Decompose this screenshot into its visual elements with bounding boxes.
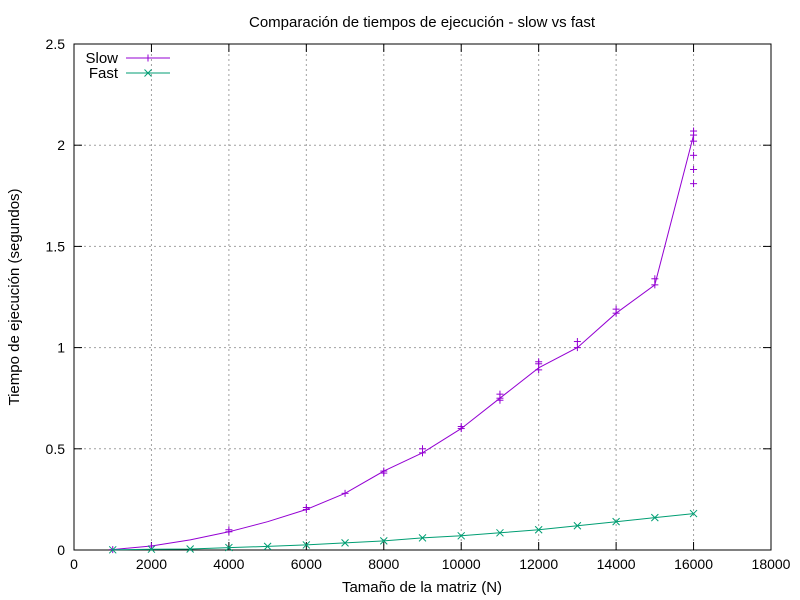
chart-title: Comparación de tiempos de ejecución - sl… — [249, 14, 596, 31]
data-point-fast — [534, 525, 543, 534]
data-point-slow — [380, 467, 388, 475]
data-point-slow — [573, 338, 581, 346]
data-point-slow — [573, 344, 581, 352]
data-point-slow — [302, 503, 310, 511]
legend-label-slow: Slow — [85, 50, 118, 67]
data-point-slow — [225, 526, 233, 534]
data-point-fast — [689, 509, 698, 518]
data-point-slow — [612, 305, 620, 313]
legend: Slow Fast — [85, 50, 170, 82]
x-tick-label: 12000 — [519, 556, 558, 572]
data-point-fast — [457, 531, 466, 540]
y-tick-label: 1 — [57, 340, 65, 356]
data-point-slow — [690, 180, 698, 188]
data-point-fast — [379, 537, 388, 545]
data-point-slow — [457, 423, 465, 431]
x-tick-label: 2000 — [136, 556, 167, 572]
data-point-slow — [535, 366, 543, 374]
data-point-fast — [612, 517, 620, 526]
data-point-fast — [186, 545, 195, 553]
data-point-fast — [147, 545, 156, 554]
data-point-slow — [341, 489, 349, 497]
series-line-slow — [112, 134, 695, 551]
data-point-fast — [341, 539, 349, 547]
data-point-fast — [108, 545, 117, 554]
data-point-slow — [651, 281, 659, 289]
legend-marker-fast — [144, 69, 152, 77]
legend-marker-slow — [144, 54, 152, 62]
data-point-slow — [690, 165, 698, 173]
x-tick-label: 8000 — [368, 556, 399, 572]
y-tick-label: 2.5 — [46, 36, 66, 52]
x-tick-label: 0 — [70, 556, 78, 572]
data-point-slow — [147, 542, 155, 550]
data-point-fast — [650, 513, 659, 522]
x-axis-title: Tamaño de la matriz (N) — [342, 579, 502, 596]
x-tick-labels: 0 2000 4000 6000 8000 10000 12000 14000 16000 180… — [70, 556, 791, 572]
grid — [74, 44, 771, 550]
data-point-slow — [690, 151, 698, 159]
x-tick-label: 6000 — [291, 556, 322, 572]
data-point-fast — [225, 543, 233, 552]
x-tick-label: 16000 — [674, 556, 713, 572]
y-tick-label: 1.5 — [46, 238, 66, 254]
data-point-slow — [496, 390, 504, 398]
y-tick-labels: 0 0.5 1 1.5 2 2.5 — [46, 36, 66, 558]
series-line-fast — [112, 513, 694, 551]
legend-label-fast: Fast — [89, 65, 119, 82]
series-fast — [108, 509, 698, 554]
data-point-slow — [535, 358, 543, 366]
series-slow — [109, 127, 698, 554]
y-tick-label: 0 — [57, 542, 65, 558]
data-point-fast — [496, 528, 504, 537]
data-point-slow — [651, 275, 659, 283]
data-point-slow — [690, 127, 698, 135]
y-tick-label: 2 — [57, 137, 65, 153]
x-tick-label: 18000 — [752, 556, 791, 572]
x-tick-label: 4000 — [213, 556, 244, 572]
data-point-slow — [419, 445, 426, 453]
data-point-fast — [573, 521, 582, 530]
series-layer — [108, 127, 698, 554]
ticks — [73, 43, 772, 551]
y-tick-label: 0.5 — [46, 441, 66, 457]
data-point-fast — [418, 534, 427, 542]
x-tick-label: 10000 — [442, 556, 481, 572]
x-tick-label: 14000 — [597, 556, 636, 572]
data-point-fast — [302, 541, 311, 549]
plot-frame — [73, 43, 772, 551]
y-axis-title: Tiempo de ejecución (segundos) — [6, 188, 23, 405]
data-point-fast — [263, 542, 272, 551]
data-point-slow — [690, 137, 698, 145]
